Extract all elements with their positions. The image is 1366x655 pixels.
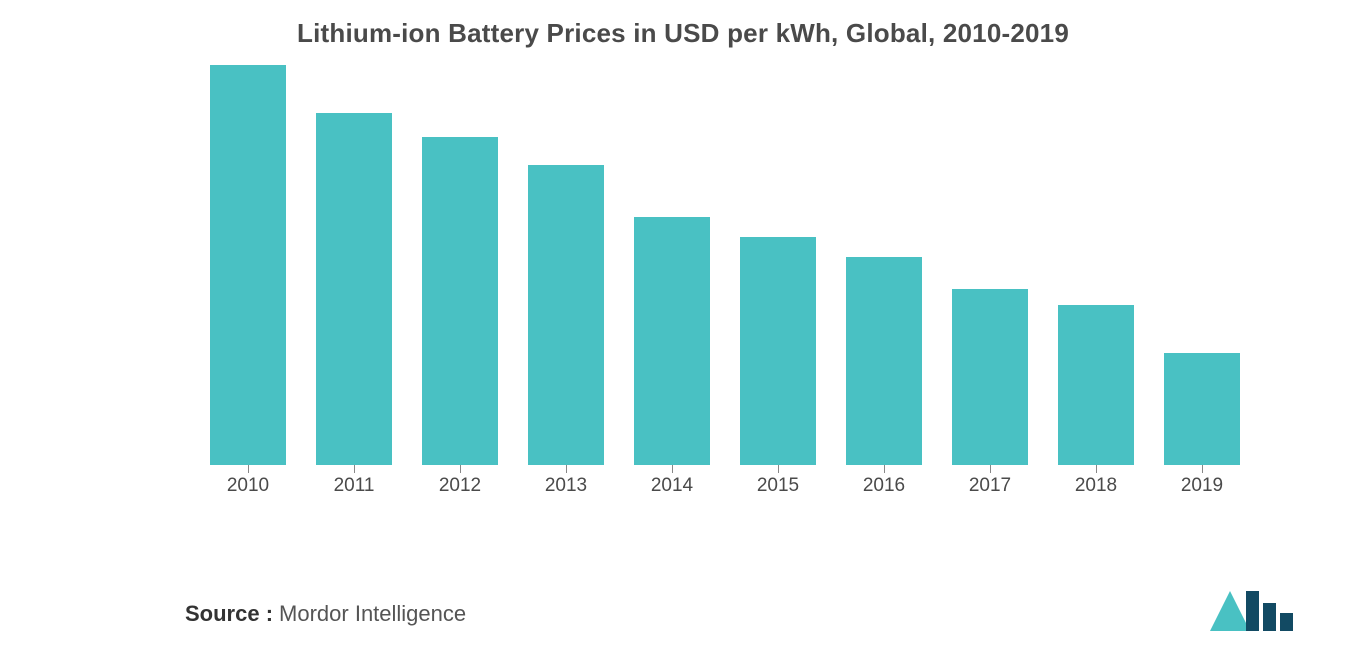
x-axis-label: 2019 bbox=[1149, 475, 1255, 497]
bar bbox=[1164, 353, 1240, 465]
bar bbox=[210, 65, 286, 465]
bar-series bbox=[195, 65, 1255, 465]
x-tick bbox=[354, 465, 355, 473]
source-label: Source : bbox=[185, 601, 273, 627]
bar bbox=[634, 217, 710, 465]
x-axis-label: 2014 bbox=[619, 475, 725, 497]
x-tick bbox=[1096, 465, 1097, 473]
bar-slot bbox=[513, 65, 619, 465]
bar-slot bbox=[1149, 65, 1255, 465]
chart-title: Lithium-ion Battery Prices in USD per kW… bbox=[0, 18, 1366, 49]
x-tick bbox=[990, 465, 991, 473]
bar-slot bbox=[725, 65, 831, 465]
x-tick bbox=[778, 465, 779, 473]
x-axis-label: 2018 bbox=[1043, 475, 1149, 497]
bar-slot bbox=[195, 65, 301, 465]
x-axis-labels: 2010201120122013201420152016201720182019 bbox=[195, 475, 1255, 497]
bar-slot bbox=[619, 65, 725, 465]
plot-area bbox=[195, 65, 1255, 465]
bar-slot bbox=[301, 65, 407, 465]
bar bbox=[422, 137, 498, 465]
bar bbox=[528, 165, 604, 465]
bar-slot bbox=[831, 65, 937, 465]
x-tick bbox=[460, 465, 461, 473]
bar bbox=[740, 237, 816, 465]
bar bbox=[846, 257, 922, 465]
bar bbox=[316, 113, 392, 465]
chart-page: Lithium-ion Battery Prices in USD per kW… bbox=[0, 0, 1366, 655]
brand-logo-icon bbox=[1208, 583, 1294, 633]
x-axis-label: 2016 bbox=[831, 475, 937, 497]
bar bbox=[952, 289, 1028, 465]
source-text: Mordor Intelligence bbox=[279, 601, 466, 627]
x-axis-label: 2017 bbox=[937, 475, 1043, 497]
source-footer: Source : Mordor Intelligence bbox=[185, 601, 466, 627]
x-tick bbox=[566, 465, 567, 473]
x-tick bbox=[1202, 465, 1203, 473]
x-axis-label: 2012 bbox=[407, 475, 513, 497]
bar-slot bbox=[937, 65, 1043, 465]
x-tick bbox=[672, 465, 673, 473]
bar-slot bbox=[407, 65, 513, 465]
x-tick bbox=[248, 465, 249, 473]
x-axis-label: 2010 bbox=[195, 475, 301, 497]
x-axis-label: 2013 bbox=[513, 475, 619, 497]
bar-slot bbox=[1043, 65, 1149, 465]
x-axis-label: 2015 bbox=[725, 475, 831, 497]
x-axis-label: 2011 bbox=[301, 475, 407, 497]
x-tick bbox=[884, 465, 885, 473]
bar bbox=[1058, 305, 1134, 465]
